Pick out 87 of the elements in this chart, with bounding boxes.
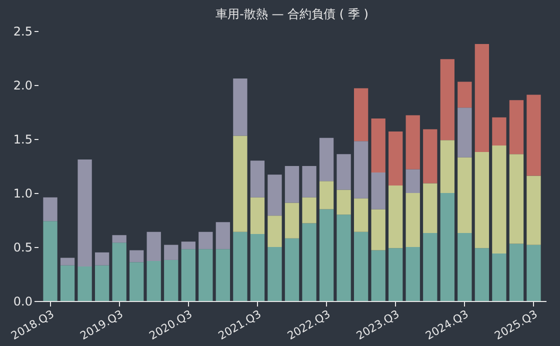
bar [371, 118, 386, 172]
bar [526, 176, 541, 245]
bar [250, 197, 265, 234]
bar [336, 154, 351, 190]
bar [440, 59, 454, 140]
y-tick-label: 1.0 [13, 186, 32, 200]
chart-title: 車用-散熱 — 合約負債 ( 季 ) [216, 7, 368, 21]
bar [198, 232, 213, 250]
bar [406, 247, 420, 301]
bar [526, 244, 541, 301]
bar [94, 265, 110, 301]
bar [319, 181, 334, 210]
bar [440, 193, 454, 301]
bar [371, 172, 386, 210]
y-tick-label: 2.0 [13, 78, 32, 92]
bar [284, 202, 300, 238]
bar [474, 152, 490, 248]
bar [233, 136, 248, 232]
bar [302, 197, 316, 224]
bar [60, 265, 75, 301]
y-tick-label: 0.0 [13, 294, 32, 308]
bar [440, 140, 454, 193]
bar [302, 166, 316, 198]
bar [509, 100, 524, 154]
bar [78, 160, 92, 266]
bar [492, 117, 506, 146]
bar [388, 185, 403, 248]
bar [423, 129, 438, 184]
bar [458, 232, 472, 301]
bar [233, 232, 248, 301]
bar [250, 160, 265, 198]
bar [146, 261, 161, 301]
bar [319, 209, 334, 301]
bar [94, 252, 110, 266]
bar [354, 88, 368, 142]
bar [509, 154, 524, 244]
bar [216, 249, 230, 301]
bar [406, 115, 420, 170]
bar [458, 157, 472, 233]
bar [181, 242, 196, 250]
bar [354, 232, 368, 301]
bar [302, 223, 316, 301]
bar [112, 235, 126, 243]
bar [164, 244, 178, 260]
bar [458, 108, 472, 158]
bar [319, 138, 334, 182]
bar [371, 250, 386, 301]
bar [458, 82, 472, 108]
bar [474, 44, 490, 152]
bar [492, 145, 506, 254]
bar [268, 247, 282, 301]
bar [216, 222, 230, 250]
y-tick-label: 1.5 [13, 132, 32, 146]
bar [336, 190, 351, 215]
bar [406, 169, 420, 193]
bar [112, 242, 126, 301]
bar [492, 253, 506, 301]
bar [526, 94, 541, 176]
bar [406, 193, 420, 247]
bar [423, 232, 438, 301]
bar [284, 238, 300, 301]
bar [388, 131, 403, 186]
bar [371, 209, 386, 250]
bar [354, 141, 368, 198]
y-tick-label: 2.5 [13, 24, 32, 38]
bar [43, 197, 58, 222]
bar [146, 232, 161, 262]
bar [164, 260, 178, 301]
bar [388, 248, 403, 301]
bar [268, 174, 282, 216]
bar [354, 198, 368, 232]
bar [474, 248, 490, 301]
bar [233, 78, 248, 136]
bar [181, 249, 196, 301]
bar [284, 166, 300, 203]
bar [198, 249, 213, 301]
bar [509, 244, 524, 301]
bar [78, 266, 92, 301]
bar [130, 262, 144, 301]
bar [60, 258, 75, 266]
y-tick-label: 0.5 [13, 240, 32, 254]
bar [43, 221, 58, 301]
bar [268, 216, 282, 247]
bar [130, 250, 144, 262]
bar [250, 234, 265, 301]
bar [423, 183, 438, 233]
bar [336, 214, 351, 301]
